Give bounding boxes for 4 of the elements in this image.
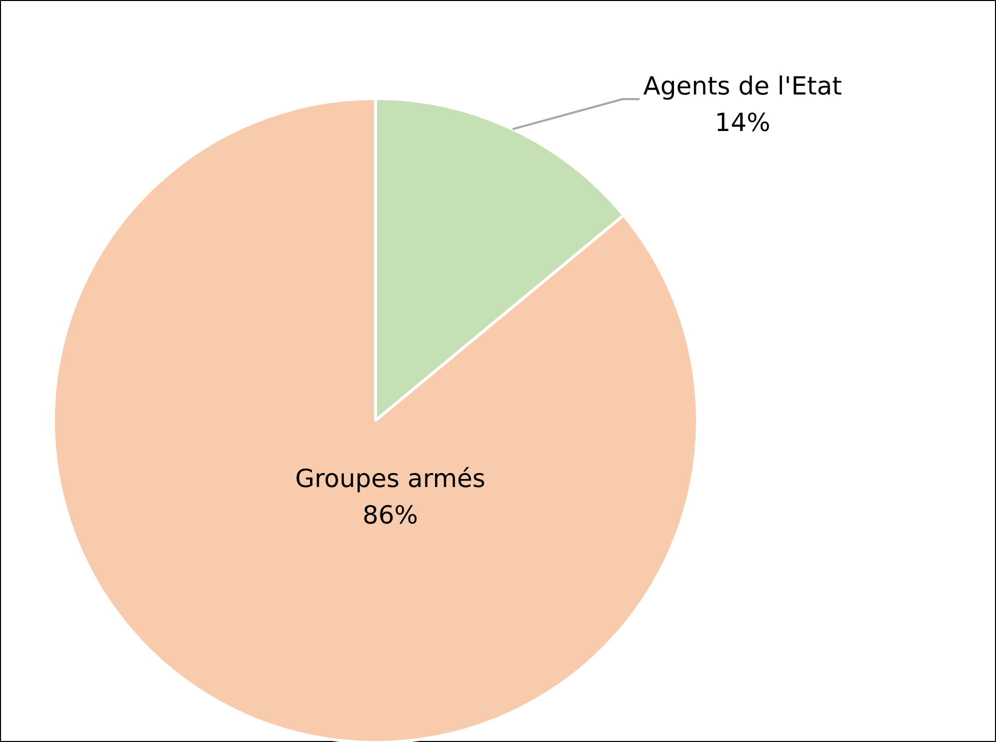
slice-label: Agents de l'Etat — [643, 72, 842, 101]
data-label: 86% — [362, 500, 418, 530]
data-label: 14% — [714, 108, 770, 137]
slice-label: Groupes armés — [295, 464, 486, 494]
